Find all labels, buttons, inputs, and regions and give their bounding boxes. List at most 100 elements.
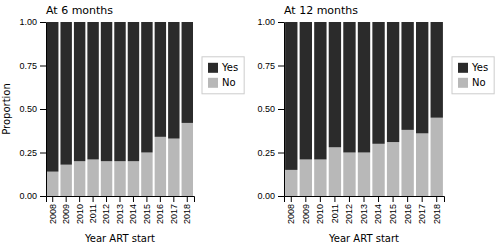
tick-mark xyxy=(422,196,423,202)
tick-label: 2010 xyxy=(75,204,85,224)
tick: 2016 xyxy=(155,196,165,224)
legend-swatch xyxy=(458,78,468,88)
legend-swatch xyxy=(458,63,468,73)
tick: 2017 xyxy=(169,196,179,224)
tick: 2012 xyxy=(101,196,111,224)
bar xyxy=(155,137,166,196)
bar xyxy=(343,22,355,153)
bar xyxy=(387,22,399,142)
legend: Yes No xyxy=(202,57,244,94)
tick: 2018 xyxy=(182,196,192,224)
tick: 2015 xyxy=(142,196,152,224)
tick-label: 2014 xyxy=(128,204,138,224)
tick-mark xyxy=(52,196,53,202)
tick-label: 1.00 xyxy=(257,17,275,27)
tick-mark xyxy=(106,196,107,202)
tick-label: 2008 xyxy=(286,204,296,224)
tick-mark xyxy=(133,196,134,202)
tick: 1.00 xyxy=(257,17,284,27)
x-label: Year ART start xyxy=(84,233,155,244)
tick-mark xyxy=(66,196,67,202)
x-axis: 2008200920102011201220132014201520162017… xyxy=(285,196,445,224)
tick: 2013 xyxy=(115,196,125,224)
bar xyxy=(300,22,312,159)
legend-label: Yes xyxy=(221,62,238,73)
legend: YesNo xyxy=(452,57,494,94)
axis-line xyxy=(47,197,195,203)
tick-mark xyxy=(278,196,284,197)
bar xyxy=(401,22,413,130)
tick-label: 0.75 xyxy=(19,61,37,71)
bar xyxy=(416,133,428,196)
bar xyxy=(128,161,139,196)
tick: 2008 xyxy=(286,196,296,224)
legend-item: No xyxy=(208,77,236,88)
tick-label: 2017 xyxy=(417,204,427,224)
bar xyxy=(329,147,341,196)
y-axis: 0.000.250.500.751.00 xyxy=(19,17,46,201)
tick-label: 2012 xyxy=(101,204,111,224)
tick-mark xyxy=(40,66,46,67)
tick: 0.00 xyxy=(257,191,284,201)
tick-label: 2015 xyxy=(388,204,398,224)
legend-item: Yes xyxy=(458,62,488,73)
tick-mark xyxy=(364,196,365,202)
bar xyxy=(114,22,125,161)
tick-label: 2011 xyxy=(88,204,98,223)
tick-label: 2014 xyxy=(373,204,383,224)
tick: 2014 xyxy=(128,196,138,224)
tick-mark xyxy=(278,66,284,67)
tick: 0.00 xyxy=(19,191,46,201)
panel: 2008200920102011201220132014201520162017… xyxy=(1,4,244,244)
tick: 0.75 xyxy=(257,61,284,71)
tick-label: 2015 xyxy=(142,204,152,224)
tick-label: 0.75 xyxy=(257,61,275,71)
bar xyxy=(87,159,98,196)
bar xyxy=(47,172,58,196)
tick-mark xyxy=(160,196,161,202)
tick: 2008 xyxy=(48,196,58,224)
bar xyxy=(358,22,370,153)
tick-mark xyxy=(291,196,292,202)
tick-mark xyxy=(40,22,46,23)
tick: 2010 xyxy=(75,196,85,224)
bar xyxy=(74,22,85,161)
series xyxy=(285,22,443,170)
tick-mark xyxy=(93,196,94,202)
bar xyxy=(314,22,326,159)
y-axis: 0.00 0.25 0.50 0.75 1.00 xyxy=(257,17,284,201)
bar xyxy=(155,22,166,137)
bar xyxy=(47,22,58,172)
tick-label: 0.00 xyxy=(257,191,275,201)
tick-mark xyxy=(40,153,46,154)
tick-mark xyxy=(278,109,284,110)
bar xyxy=(329,22,341,147)
tick: 2011 xyxy=(88,196,98,223)
tick-mark xyxy=(378,196,379,202)
bar xyxy=(87,22,98,159)
tick-label: 1.00 xyxy=(19,17,37,27)
bar xyxy=(182,123,193,196)
tick-label: 0.50 xyxy=(19,104,37,114)
tick-label: 0.50 xyxy=(257,104,275,114)
tick: 0.25 xyxy=(257,148,284,158)
bar xyxy=(141,153,152,197)
tick-label: 2013 xyxy=(115,204,125,224)
panel: 2008200920102011201220132014201520162017… xyxy=(257,4,494,244)
y-label: Proportion xyxy=(1,83,12,135)
bars xyxy=(285,22,443,196)
tick-mark xyxy=(436,196,437,202)
bar xyxy=(358,153,370,197)
bar xyxy=(431,118,443,196)
tick-label: 2016 xyxy=(403,204,413,224)
legend-item: Yes xyxy=(208,62,238,73)
tick: 2010 xyxy=(315,196,325,224)
legend-frame xyxy=(202,57,244,94)
tick-label: 2017 xyxy=(169,204,179,224)
axis-line xyxy=(278,23,285,197)
bar xyxy=(114,161,125,196)
series xyxy=(47,22,193,172)
tick-label: 2012 xyxy=(344,204,354,224)
bar xyxy=(372,144,384,196)
tick: 2017 xyxy=(417,196,427,224)
